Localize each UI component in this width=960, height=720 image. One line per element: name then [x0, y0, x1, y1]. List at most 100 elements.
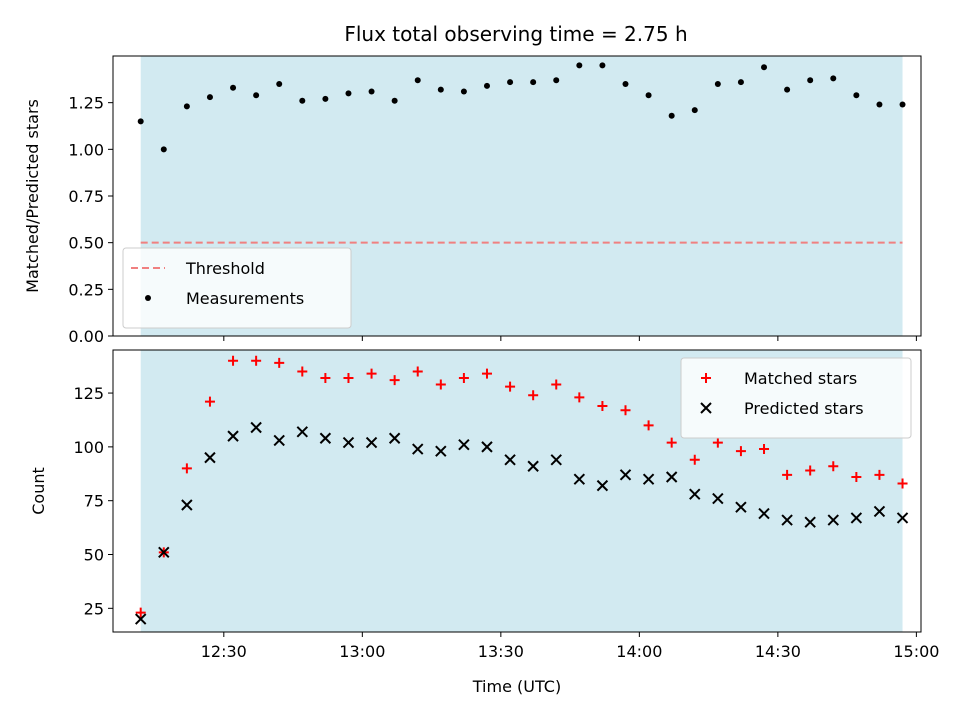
data-point	[204, 396, 215, 407]
data-point	[599, 62, 606, 69]
data-point	[320, 372, 331, 383]
data-point	[735, 501, 747, 513]
data-point	[481, 368, 492, 379]
legend-label: Threshold	[185, 259, 265, 278]
y-tick-label: 125	[73, 384, 104, 403]
data-point	[204, 451, 216, 464]
data-point	[299, 97, 306, 104]
data-point	[784, 86, 791, 93]
data-point	[735, 446, 746, 457]
data-point	[830, 75, 837, 82]
data-point	[414, 77, 421, 84]
data-point	[596, 479, 609, 492]
x-tick-label: 12:30	[201, 642, 247, 661]
data-point	[483, 82, 490, 89]
x-axis-label: Time (UTC)	[472, 677, 561, 696]
figure-title: Flux total observing time = 2.75 h	[344, 22, 687, 46]
data-point	[643, 420, 654, 431]
data-point	[389, 375, 400, 386]
legend-marker	[700, 402, 712, 414]
plot-frame	[112, 349, 922, 633]
y-tick-label: 25	[84, 599, 104, 618]
data-point	[550, 454, 562, 466]
data-point	[896, 512, 909, 524]
data-point	[481, 441, 493, 453]
data-point	[368, 88, 375, 95]
data-point	[897, 478, 908, 489]
data-point	[666, 437, 677, 448]
data-point	[873, 505, 886, 518]
count-panel: 25 50 75 100 125 12:30 13:00 13:30 14:00 14:30 15:…	[29, 349, 939, 696]
legend: Matched stars Predicted stars	[680, 357, 912, 439]
data-point	[435, 445, 447, 457]
data-point	[181, 463, 192, 474]
y-axis-label: Count	[29, 467, 48, 515]
legend-label: Matched stars	[744, 369, 857, 388]
data-point	[158, 546, 170, 559]
data-point	[230, 84, 237, 91]
data-point	[807, 77, 814, 84]
data-point	[828, 461, 839, 472]
data-point	[134, 613, 147, 625]
data-point	[850, 512, 863, 524]
data-point	[527, 460, 539, 472]
data-point	[345, 90, 352, 97]
data-point	[135, 607, 146, 618]
data-point	[322, 95, 329, 102]
data-point	[689, 454, 700, 465]
data-point	[530, 79, 537, 86]
data-point	[437, 86, 444, 93]
data-point	[876, 101, 883, 108]
series-measurements	[137, 62, 906, 153]
data-point	[737, 79, 744, 86]
data-point	[668, 112, 675, 119]
data-point	[782, 469, 793, 480]
data-point	[460, 88, 467, 95]
data-point	[458, 372, 469, 383]
x-tick-label: 15:00	[893, 642, 939, 661]
legend-marker	[145, 295, 151, 301]
data-point	[160, 146, 167, 153]
series-matched-stars	[135, 355, 908, 618]
x-tick-label: 14:30	[755, 642, 801, 661]
data-point	[435, 379, 446, 390]
data-point	[597, 400, 608, 411]
series-predicted-stars	[134, 421, 909, 625]
data-point	[805, 465, 816, 476]
y-tick-label: 50	[84, 546, 104, 565]
legend-marker	[701, 373, 711, 383]
data-point	[689, 488, 701, 500]
y-tick-label: 0.00	[68, 327, 104, 346]
data-point	[412, 366, 423, 377]
data-point	[319, 432, 332, 444]
data-point	[874, 469, 885, 480]
data-point	[504, 454, 516, 466]
data-point	[505, 381, 516, 392]
y-tick-label: 75	[84, 492, 104, 511]
data-point	[273, 434, 285, 447]
data-point	[412, 443, 424, 455]
data-point	[714, 81, 721, 87]
y-tick-label: 0.75	[68, 187, 104, 206]
data-point	[551, 379, 562, 390]
x-tick-label: 13:30	[478, 642, 524, 661]
data-point	[622, 81, 629, 87]
data-point	[619, 469, 632, 481]
data-point	[620, 405, 631, 416]
data-point	[296, 426, 309, 438]
y-tick-label: 0.50	[68, 234, 104, 253]
data-point	[665, 471, 678, 483]
y-tick-label: 0.25	[68, 280, 104, 299]
x-tick-label: 13:00	[339, 642, 385, 661]
data-point	[827, 514, 839, 526]
data-point	[388, 432, 401, 444]
x-tick-label: 14:00	[616, 642, 662, 661]
data-point	[137, 118, 144, 125]
data-point	[574, 392, 585, 403]
data-point	[761, 64, 768, 71]
data-point	[342, 436, 355, 449]
data-point	[804, 516, 816, 528]
data-point	[297, 366, 308, 377]
data-point	[691, 107, 698, 114]
data-point	[391, 97, 398, 104]
